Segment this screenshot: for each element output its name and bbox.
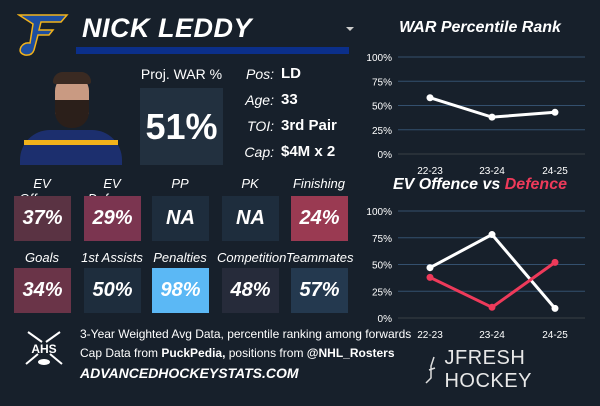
y-tick-label: 100%: [366, 207, 392, 218]
player-photo: [20, 70, 122, 165]
svg-text:AHS: AHS: [31, 342, 56, 356]
player-dropdown-caret-icon[interactable]: [346, 27, 354, 31]
info-value: $4M x 2: [281, 143, 336, 160]
chart-war-title: WAR Percentile Rank: [399, 19, 561, 36]
stat-tile: NA: [152, 196, 209, 241]
stat-tile: 29%: [84, 196, 141, 241]
tile-label: Competition: [217, 250, 287, 265]
proj-war-label: Proj. WAR %: [140, 66, 223, 82]
footer-note: 3-Year Weighted Avg Data, percentile ran…: [80, 327, 412, 341]
y-tick-label: 0%: [378, 150, 393, 161]
tile-label: PP: [171, 176, 189, 191]
y-tick-label: 75%: [372, 234, 392, 245]
footer-sources: Cap Data from PuckPedia, positions from …: [80, 346, 395, 360]
y-tick-label: 25%: [372, 287, 392, 298]
stat-tile: 57%: [291, 268, 348, 313]
y-tick-label: 25%: [372, 126, 392, 137]
info-value: 33: [281, 91, 298, 108]
stat-tile: 48%: [222, 268, 279, 313]
info-label: TOI:: [247, 118, 274, 134]
y-tick-label: 50%: [372, 102, 392, 113]
y-tick-label: 0%: [378, 314, 393, 325]
stat-tile: 34%: [14, 268, 71, 313]
tile-label: 1st Assists: [81, 250, 143, 265]
ahs-logo: AHS: [20, 328, 68, 376]
data-point: [488, 303, 496, 311]
data-point: [551, 108, 559, 116]
player-name: NICK LEDDY: [82, 13, 253, 43]
data-point: [551, 258, 559, 266]
blues-logo-icon: [17, 14, 69, 56]
tile-label: Goals: [25, 250, 59, 265]
data-point: [426, 264, 434, 272]
stat-tile: NA: [222, 196, 279, 241]
team-color-bar: [76, 47, 349, 54]
stat-tile: 50%: [84, 268, 141, 313]
tile-label: Penalties: [153, 250, 207, 265]
jfresh-brand: JFRESH HOCKEY: [424, 347, 600, 393]
chart-ev-title: EV Offence vs Defence: [392, 176, 567, 193]
stat-tile: 24%: [291, 196, 348, 241]
tile-label: Teammates: [286, 250, 354, 265]
data-point: [426, 94, 434, 102]
info-value: 3rd Pair: [281, 117, 337, 134]
tile-label: PK: [241, 176, 259, 191]
x-tick-label: 24-25: [542, 330, 568, 341]
x-tick-label: 23-24: [479, 166, 505, 177]
x-tick-label: 24-25: [542, 166, 568, 177]
site-link[interactable]: ADVANCEDHOCKEYSTATS.COM: [80, 365, 299, 381]
proj-war-value: 51%: [140, 88, 223, 165]
series-line: [429, 232, 557, 310]
data-point: [488, 231, 496, 239]
stat-tile: 98%: [152, 268, 209, 313]
data-point: [488, 113, 496, 121]
puckpedia-link[interactable]: PuckPedia,: [161, 346, 226, 360]
tile-label: Finishing: [292, 176, 346, 191]
nhl-rosters-link[interactable]: @NHL_Rosters: [306, 346, 395, 360]
x-tick-label: 22-23: [417, 166, 443, 177]
y-tick-label: 100%: [366, 53, 392, 64]
jfresh-stick-icon: [425, 356, 436, 384]
y-tick-label: 75%: [372, 77, 392, 88]
stat-tile: 37%: [14, 196, 71, 241]
data-point: [426, 273, 434, 281]
info-label: Pos:: [245, 66, 274, 82]
x-tick-label: 22-23: [417, 330, 443, 341]
x-tick-label: 23-24: [479, 330, 505, 341]
data-point: [551, 304, 559, 312]
info-label: Cap:: [244, 144, 274, 160]
y-tick-label: 50%: [372, 261, 392, 272]
info-value: LD: [281, 65, 301, 82]
info-label: Age:: [245, 92, 274, 108]
